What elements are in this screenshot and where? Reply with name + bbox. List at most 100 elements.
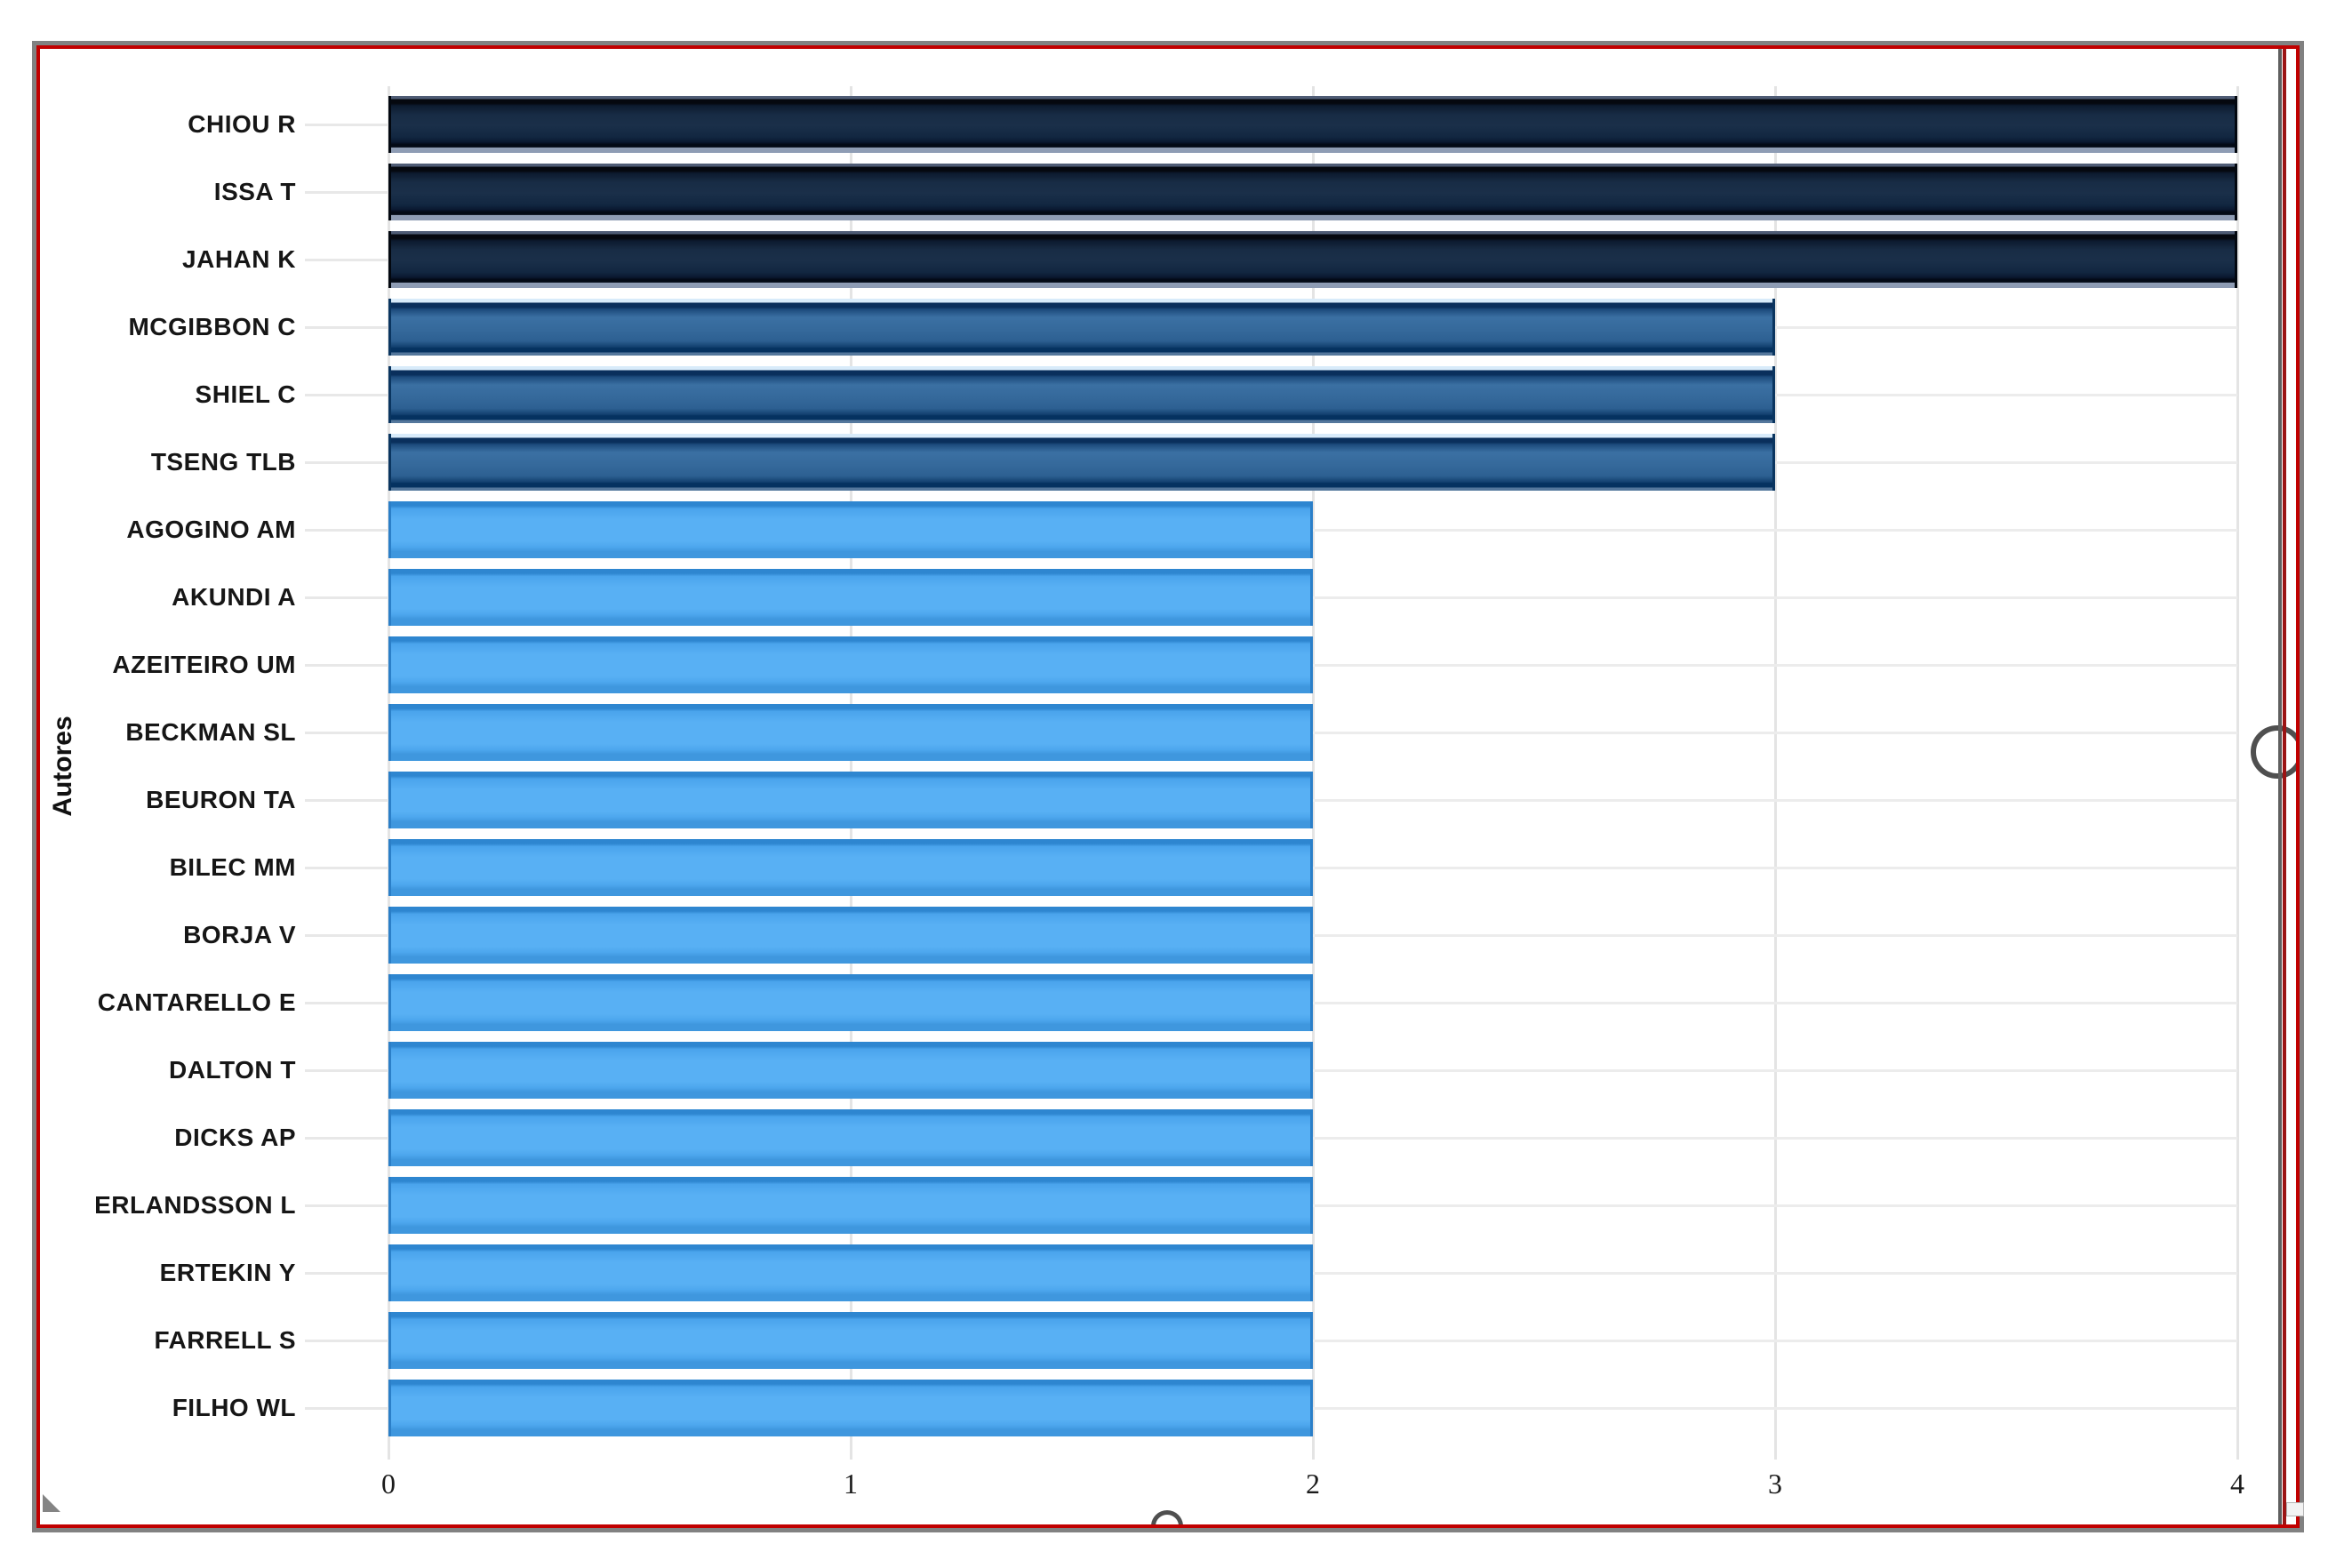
category-label: DALTON T xyxy=(169,1056,296,1084)
leader-line xyxy=(305,528,388,532)
leader-line xyxy=(305,1339,388,1342)
gridline xyxy=(1774,86,1777,1460)
leader-line xyxy=(305,190,388,194)
bar xyxy=(388,907,1313,964)
bar-track xyxy=(388,969,2237,1036)
row-gridline xyxy=(388,867,2237,869)
category-row: DALTON T xyxy=(40,1036,2237,1104)
category-row: SHIEL C xyxy=(40,361,2237,428)
category-label: ERTEKIN Y xyxy=(159,1259,296,1286)
category-row: BORJA V xyxy=(40,901,2237,969)
category-row: BECKMAN SL xyxy=(40,699,2237,766)
category-row: BEURON TA xyxy=(40,766,2237,834)
bar-rows: CHIOU R ISSA T JAHAN K MCGIBBON C SHIEL C TSE… xyxy=(40,91,2237,1442)
row-gridline xyxy=(388,529,2237,532)
leader-line xyxy=(305,663,388,667)
category-label: MCGIBBON C xyxy=(128,313,296,340)
bar-track xyxy=(388,1239,2237,1307)
row-gridline xyxy=(388,799,2237,802)
resize-handle-right[interactable] xyxy=(2251,725,2296,779)
category-label: FILHO WL xyxy=(172,1394,296,1421)
leader-line xyxy=(305,258,388,261)
category-row: AKUNDI A xyxy=(40,564,2237,631)
bar-track xyxy=(388,834,2237,901)
row-gridline xyxy=(388,732,2237,734)
bar xyxy=(388,704,1313,761)
resize-handle-bottom[interactable] xyxy=(1151,1510,1183,1524)
leader-line xyxy=(305,393,388,396)
leader-line xyxy=(305,933,388,937)
leader-line xyxy=(305,1136,388,1140)
row-gridline xyxy=(388,1204,2237,1207)
leader-line xyxy=(305,596,388,599)
category-label: AKUNDI A xyxy=(172,583,296,611)
category-row: BILEC MM xyxy=(40,834,2237,901)
category-label: BILEC MM xyxy=(169,853,296,881)
bar xyxy=(388,636,1313,693)
bar xyxy=(388,1244,1313,1301)
bar-track xyxy=(388,91,2237,158)
bar xyxy=(388,1042,1313,1099)
gridline xyxy=(2236,86,2239,1460)
bar-track xyxy=(388,901,2237,969)
leader-line xyxy=(305,123,388,126)
resize-handle-corner[interactable] xyxy=(2286,1502,2304,1516)
bar-track xyxy=(388,1172,2237,1239)
category-row: MCGIBBON C xyxy=(40,293,2237,361)
category-label: BORJA V xyxy=(183,921,296,948)
category-label: ISSA T xyxy=(213,178,296,205)
row-gridline xyxy=(388,1002,2237,1004)
bar xyxy=(388,1109,1313,1166)
bar-track xyxy=(388,1374,2237,1442)
border-shadow-line xyxy=(2278,49,2282,1524)
leader-line xyxy=(305,1204,388,1207)
bar-track xyxy=(388,766,2237,834)
bar xyxy=(388,299,1775,356)
category-row: CANTARELLO E xyxy=(40,969,2237,1036)
category-label: CANTARELLO E xyxy=(97,988,296,1016)
category-label: JAHAN K xyxy=(182,245,296,273)
category-row: AZEITEIRO UM xyxy=(40,631,2237,699)
row-gridline xyxy=(388,664,2237,667)
category-label: AZEITEIRO UM xyxy=(112,651,296,678)
category-row: AGOGINO AM xyxy=(40,496,2237,564)
category-label: BECKMAN SL xyxy=(125,718,296,746)
category-label: FARRELL S xyxy=(154,1326,296,1354)
bar xyxy=(388,1312,1313,1369)
bar-track xyxy=(388,631,2237,699)
bar xyxy=(388,974,1313,1031)
bar xyxy=(388,772,1313,828)
row-gridline xyxy=(388,1069,2237,1072)
x-tick-label: 0 xyxy=(381,1468,396,1500)
category-label: AGOGINO AM xyxy=(126,516,296,543)
bar xyxy=(388,1380,1313,1436)
leader-line xyxy=(305,1068,388,1072)
category-row: FARRELL S xyxy=(40,1307,2237,1374)
x-tick-label: 3 xyxy=(1768,1468,1782,1500)
category-row: JAHAN K xyxy=(40,226,2237,293)
chart-object-frame: CHIOU R ISSA T JAHAN K MCGIBBON C SHIEL C TSE… xyxy=(32,41,2304,1532)
bar-track xyxy=(388,226,2237,293)
chart-area: CHIOU R ISSA T JAHAN K MCGIBBON C SHIEL C TSE… xyxy=(36,45,2300,1528)
category-label: TSENG TLB xyxy=(150,448,296,476)
row-gridline xyxy=(388,596,2237,599)
bar xyxy=(388,501,1313,558)
leader-line xyxy=(305,460,388,464)
x-tick-label: 4 xyxy=(2230,1468,2244,1500)
bar xyxy=(388,839,1313,896)
leader-line xyxy=(305,798,388,802)
bar-track xyxy=(388,496,2237,564)
bar xyxy=(388,96,2237,153)
border-inner-line xyxy=(2283,49,2286,1524)
corner-grip-icon[interactable] xyxy=(43,1494,60,1512)
category-row: ERTEKIN Y xyxy=(40,1239,2237,1307)
category-row: FILHO WL xyxy=(40,1374,2237,1442)
bar-track xyxy=(388,428,2237,496)
x-tick-label: 1 xyxy=(844,1468,858,1500)
leader-line xyxy=(305,1271,388,1275)
leader-line xyxy=(305,325,388,329)
bar xyxy=(388,1177,1313,1234)
category-row: CHIOU R xyxy=(40,91,2237,158)
bar-track xyxy=(388,361,2237,428)
